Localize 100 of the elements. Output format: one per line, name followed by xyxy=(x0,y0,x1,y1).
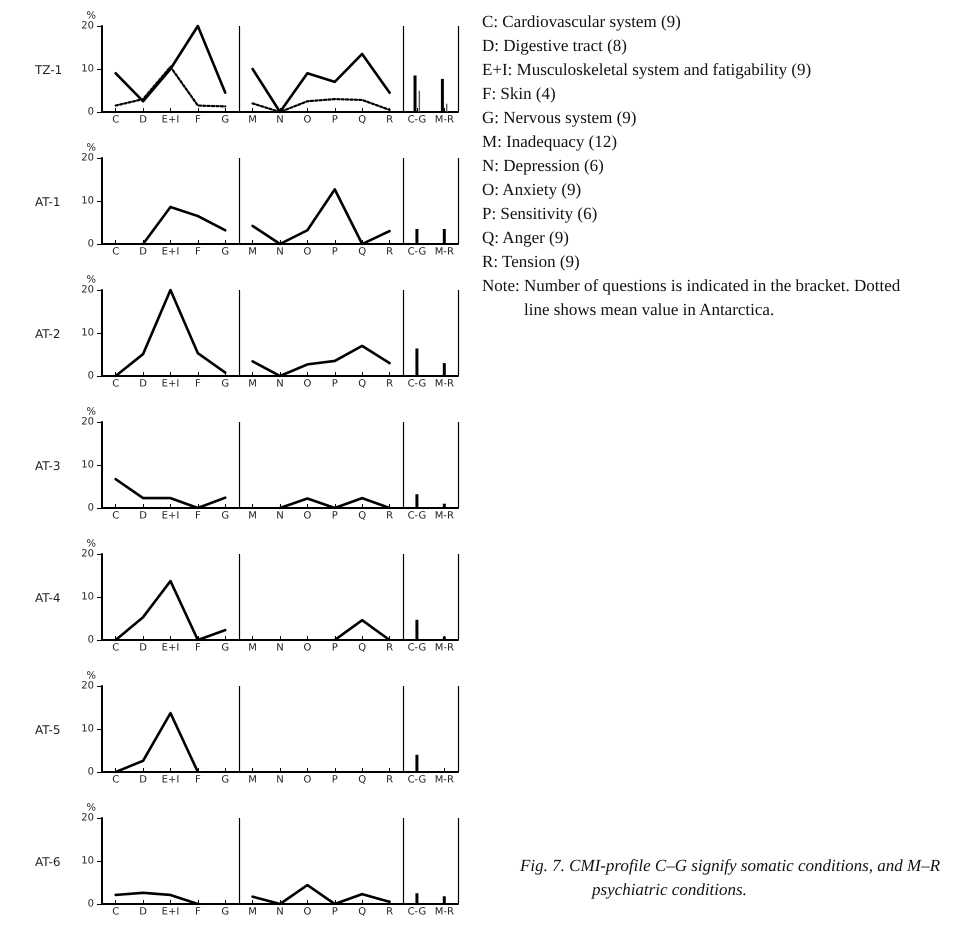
x-tick-label: G xyxy=(221,906,230,918)
x-tick-label: C-G xyxy=(408,906,426,918)
text: AT-2 xyxy=(35,327,60,341)
x-tick-label: M xyxy=(248,114,257,126)
x-tick-label: P xyxy=(332,378,338,390)
x-tick-label: O xyxy=(303,774,312,786)
x-tick-label: C-G xyxy=(408,774,426,786)
text: N: Depression (6) xyxy=(482,155,605,177)
x-tick-label: O xyxy=(303,642,312,654)
text: F: Skin (4) xyxy=(482,83,557,105)
text: M: Inadequacy (12) xyxy=(482,131,618,153)
x-tick-label: C xyxy=(112,114,120,126)
x-tick-label: F xyxy=(194,510,201,522)
x-tick-label: M xyxy=(248,246,257,258)
x-tick-label: P xyxy=(332,114,338,126)
x-tick-label: E+I xyxy=(162,510,180,522)
caption: Fig. 7. CMI-profile C–G signify somatic conditions, and M–R psychiatric conditions. xyxy=(520,855,942,901)
y-axis-title: % xyxy=(86,10,96,22)
x-tick-label: R xyxy=(386,246,394,258)
x-tick-label: C xyxy=(112,642,120,654)
text: AT-4 xyxy=(35,591,60,605)
y-axis-title: % xyxy=(86,670,96,682)
x-tick-label: N xyxy=(276,510,284,522)
x-tick-label: N xyxy=(276,114,284,126)
text: AT-3 xyxy=(35,459,60,473)
x-tick-label: D xyxy=(139,378,148,390)
text: C: Cardiovascular system (9) xyxy=(482,11,682,33)
x-tick-label: P xyxy=(332,246,338,258)
x-tick-label: Q xyxy=(358,774,366,786)
x-tick-label: M xyxy=(248,378,257,390)
x-tick-label: R xyxy=(386,114,394,126)
x-tick-label: G xyxy=(221,774,230,786)
x-tick-label: M-R xyxy=(434,378,454,390)
text: AT-1 xyxy=(35,195,60,209)
x-tick-label: G xyxy=(221,510,230,522)
x-tick-label: O xyxy=(303,246,312,258)
x-tick-label: D xyxy=(139,246,148,258)
x-tick-label: M-R xyxy=(434,246,454,258)
x-tick-label: Q xyxy=(358,642,366,654)
x-tick-label: Q xyxy=(358,510,366,522)
y-tick-label: 0 xyxy=(88,106,94,118)
text: TZ-1 xyxy=(34,63,62,77)
x-tick-label: E+I xyxy=(162,246,180,258)
x-tick-label: C xyxy=(112,246,120,258)
x-tick-label: R xyxy=(386,906,394,918)
x-tick-label: C-G xyxy=(408,642,426,654)
x-tick-label: C xyxy=(112,906,120,918)
x-tick-label: E+I xyxy=(162,378,180,390)
x-tick-label: D xyxy=(139,114,148,126)
y-tick-label: 20 xyxy=(81,20,94,32)
x-tick-label: C-G xyxy=(408,114,426,126)
text: R: Tension (9) xyxy=(482,251,581,273)
x-tick-label: M xyxy=(248,510,257,522)
x-tick-label: M xyxy=(248,906,257,918)
y-tick-label: 10 xyxy=(81,592,94,602)
y-tick-label: 10 xyxy=(81,64,94,74)
x-tick-label: P xyxy=(332,774,338,786)
x-tick-label: Q xyxy=(358,378,366,390)
y-tick-label: 20 xyxy=(81,812,94,824)
y-tick-label: 0 xyxy=(88,370,94,382)
x-tick-label: C xyxy=(112,510,120,522)
y-tick-label: 20 xyxy=(81,548,94,560)
x-tick-label: C xyxy=(112,378,120,390)
x-tick-label: E+I xyxy=(162,906,180,918)
x-tick-label: Q xyxy=(358,246,366,258)
x-tick-label: C-G xyxy=(408,378,426,390)
x-tick-label: C-G xyxy=(408,246,426,258)
x-tick-label: M-R xyxy=(434,114,454,126)
text: AT-5 xyxy=(35,723,60,737)
text: D: Digestive tract (8) xyxy=(482,35,628,57)
x-tick-label: C-G xyxy=(408,510,426,522)
y-axis-title: % xyxy=(86,142,96,154)
x-tick-label: M-R xyxy=(434,774,454,786)
x-tick-label: E+I xyxy=(162,774,180,786)
x-tick-label: N xyxy=(276,774,284,786)
x-tick-label: R xyxy=(386,774,394,786)
x-tick-label: N xyxy=(276,642,284,654)
x-tick-label: D xyxy=(139,510,148,522)
y-tick-label: 0 xyxy=(88,502,94,514)
text: G: Nervous system (9) xyxy=(482,107,638,129)
x-tick-label: F xyxy=(194,642,201,654)
text: P: Sensitivity (6) xyxy=(482,203,598,225)
text: O: Anxiety (9) xyxy=(482,179,582,201)
x-tick-label: N xyxy=(276,378,284,390)
x-tick-label: P xyxy=(332,642,338,654)
text: E+I: Musculoskeletal system and fatigability (9) xyxy=(482,59,812,81)
y-tick-label: 20 xyxy=(81,284,94,296)
x-tick-label: E+I xyxy=(162,642,180,654)
x-tick-label: Q xyxy=(358,114,366,126)
x-tick-label: D xyxy=(139,642,148,654)
x-tick-label: O xyxy=(303,510,312,522)
x-tick-label: R xyxy=(386,642,394,654)
x-tick-label: M-R xyxy=(434,906,454,918)
x-tick-label: M-R xyxy=(434,642,454,654)
x-tick-label: F xyxy=(194,774,201,786)
y-tick-label: 10 xyxy=(81,328,94,338)
x-tick-label: G xyxy=(221,114,230,126)
x-tick-label: D xyxy=(139,906,148,918)
y-axis-title: % xyxy=(86,538,96,550)
x-tick-label: O xyxy=(303,378,312,390)
